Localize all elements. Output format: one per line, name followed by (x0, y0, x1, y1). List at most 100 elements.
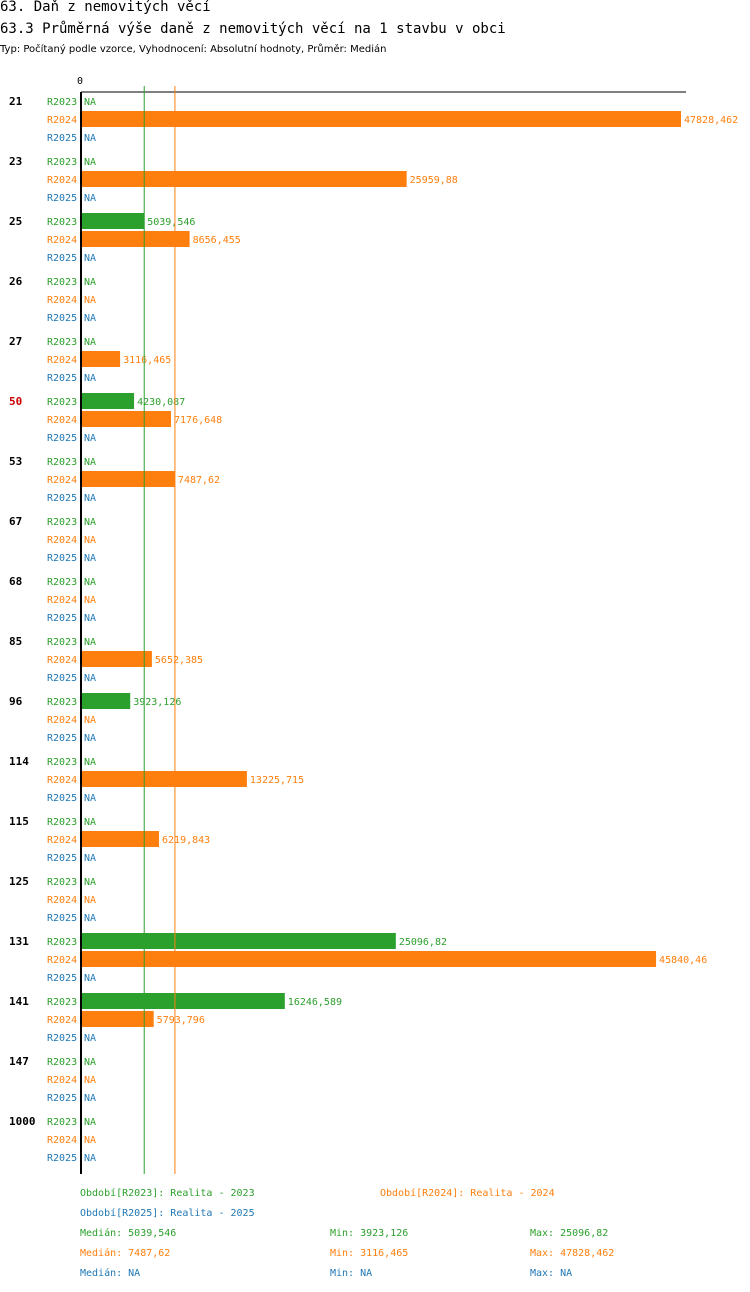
category-label: 25 (9, 215, 22, 228)
series-label: R2025 (47, 793, 77, 804)
category-label: 131 (9, 935, 29, 948)
na-label: NA (84, 157, 96, 168)
bar (81, 213, 145, 229)
series-label: R2024 (47, 895, 77, 906)
na-label: NA (84, 913, 96, 924)
na-label: NA (84, 577, 96, 588)
category-label: 114 (9, 755, 29, 768)
series-label: R2023 (47, 1057, 77, 1068)
data-label: 5793,796 (157, 1015, 205, 1026)
series-label: R2023 (47, 637, 77, 648)
category-label: 96 (9, 695, 23, 708)
series-label: R2023 (47, 457, 77, 468)
stat-max-r2023: Max: 25096,82 (530, 1228, 609, 1239)
na-label: NA (84, 673, 96, 684)
series-label: R2025 (47, 673, 77, 684)
na-label: NA (84, 793, 96, 804)
bar (81, 993, 285, 1009)
stat-max-r2025: Max: NA (530, 1268, 573, 1279)
data-label: 13225,715 (250, 775, 304, 786)
series-label: R2023 (47, 97, 77, 108)
category-label: 1000 (9, 1115, 36, 1128)
series-label: R2024 (47, 475, 77, 486)
na-label: NA (84, 457, 96, 468)
series-label: R2024 (47, 175, 77, 186)
series-label: R2023 (47, 277, 77, 288)
series-label: R2023 (47, 1117, 77, 1128)
na-label: NA (84, 715, 96, 726)
series-label: R2023 (47, 937, 77, 948)
series-label: R2023 (47, 757, 77, 768)
data-label: 45840,46 (659, 955, 707, 966)
na-label: NA (84, 337, 96, 348)
data-label: 25959,88 (410, 175, 458, 186)
data-label: 3116,465 (123, 355, 171, 366)
na-label: NA (84, 535, 96, 546)
series-label: R2024 (47, 1135, 77, 1146)
series-label: R2024 (47, 295, 77, 306)
bar (81, 231, 190, 247)
data-label: 25096,82 (399, 937, 447, 948)
series-label: R2025 (47, 553, 77, 564)
na-label: NA (84, 433, 96, 444)
series-label: R2025 (47, 1033, 77, 1044)
bar (81, 951, 657, 967)
legend-period-r2025: Období[R2025]: Realita - 2025 (80, 1208, 255, 1219)
data-label: 6219,843 (162, 835, 210, 846)
series-label: R2024 (47, 355, 77, 366)
series-label: R2024 (47, 835, 77, 846)
data-label: 8656,455 (193, 235, 241, 246)
category-label: 147 (9, 1055, 29, 1068)
series-label: R2023 (47, 697, 77, 708)
series-label: R2025 (47, 253, 77, 264)
na-label: NA (84, 493, 96, 504)
na-label: NA (84, 1075, 96, 1086)
na-label: NA (84, 1135, 96, 1146)
na-label: NA (84, 613, 96, 624)
na-label: NA (84, 733, 96, 744)
series-label: R2023 (47, 337, 77, 348)
data-label: 4230,087 (137, 397, 185, 408)
series-label: R2025 (47, 433, 77, 444)
na-label: NA (84, 553, 96, 564)
series-label: R2025 (47, 133, 77, 144)
category-label: 53 (9, 455, 22, 468)
series-label: R2023 (47, 577, 77, 588)
series-label: R2025 (47, 733, 77, 744)
series-label: R2023 (47, 217, 77, 228)
na-label: NA (84, 853, 96, 864)
chart-subtitle: 63.3 Průměrná výše daně z nemovitých věc… (0, 21, 506, 37)
chart-title: 63. Daň z nemovitých věcí (0, 0, 211, 15)
category-label: 141 (9, 995, 29, 1008)
na-label: NA (84, 1033, 96, 1044)
series-label: R2023 (47, 517, 77, 528)
stat-min-r2024: Min: 3116,465 (330, 1248, 409, 1259)
category-label: 27 (9, 335, 22, 348)
bar (81, 771, 247, 787)
category-label: 67 (9, 515, 22, 528)
series-label: R2023 (47, 157, 77, 168)
bar (81, 651, 152, 667)
category-label: 23 (9, 155, 22, 168)
series-label: R2024 (47, 1075, 77, 1086)
data-label: 16246,589 (288, 997, 342, 1008)
stat-min-r2025: Min: NA (330, 1268, 373, 1279)
series-label: R2025 (47, 313, 77, 324)
series-label: R2025 (47, 193, 77, 204)
na-label: NA (84, 1093, 96, 1104)
stat-min-r2023: Min: 3923,126 (330, 1228, 409, 1239)
na-label: NA (84, 253, 96, 264)
na-label: NA (84, 277, 96, 288)
series-label: R2024 (47, 115, 77, 126)
series-label: R2024 (47, 955, 77, 966)
bar (81, 411, 172, 427)
bar (81, 471, 175, 487)
series-label: R2025 (47, 373, 77, 384)
na-label: NA (84, 757, 96, 768)
series-label: R2024 (47, 1015, 77, 1026)
series-label: R2024 (47, 655, 77, 666)
na-label: NA (84, 1057, 96, 1068)
series-label: R2025 (47, 613, 77, 624)
data-label: 3923,126 (133, 697, 181, 708)
series-label: R2025 (47, 493, 77, 504)
